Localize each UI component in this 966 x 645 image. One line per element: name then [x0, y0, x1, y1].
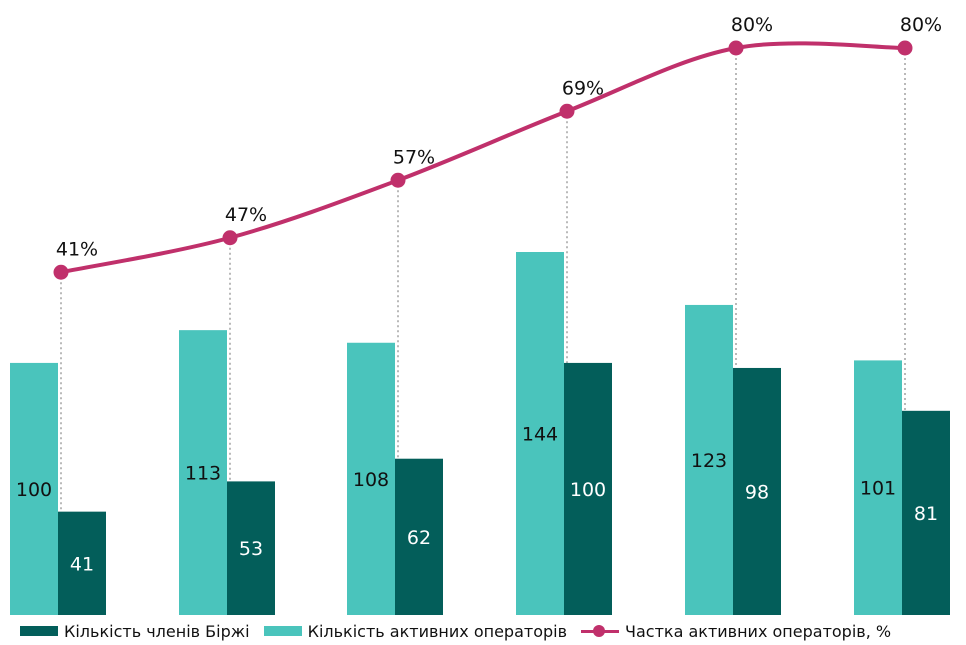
- share-point-label: 80%: [731, 14, 773, 36]
- bar-label-members: 62: [407, 527, 431, 549]
- legend-swatch-active: [263, 626, 302, 636]
- bar-exchange-members: [58, 511, 106, 615]
- bar-label-active: 113: [185, 463, 221, 485]
- legend-item-members: Кількість членів Біржі: [20, 622, 250, 641]
- bar-active-operators: [516, 252, 564, 615]
- share-line-group: 41% 47% 57% 69% 80% 80%: [53, 14, 942, 280]
- bar-active-operators: [854, 360, 902, 615]
- share-point: [222, 230, 238, 246]
- bar-label-active: 123: [691, 450, 727, 472]
- bar-active-operators: [10, 362, 58, 615]
- bar-exchange-members: [395, 458, 443, 615]
- legend-swatch-share: [581, 625, 620, 637]
- bar-label-members: 53: [239, 538, 263, 560]
- bars-group: [10, 252, 950, 615]
- legend-label-active: Кількість активних операторів: [307, 621, 568, 641]
- bar-active-operators: [685, 304, 733, 615]
- bar-exchange-members: [227, 481, 275, 615]
- share-point: [53, 264, 69, 280]
- bar-exchange-members: [564, 362, 612, 615]
- share-point: [728, 40, 744, 56]
- bar-label-active: 108: [353, 469, 389, 491]
- legend-item-share: Частка активних операторів, %: [581, 622, 891, 641]
- bar-labels-group: 100 41 113 53 108 62 144 100 123 98 101 81: [16, 424, 938, 576]
- share-point: [390, 172, 406, 188]
- share-point: [897, 40, 913, 56]
- share-line: [60, 41, 906, 275]
- legend-swatch-members: [20, 626, 58, 636]
- bar-active-operators: [347, 342, 395, 615]
- bar-label-active: 101: [860, 478, 896, 500]
- bar-label-active: 144: [522, 424, 558, 446]
- bar-label-members: 98: [745, 481, 769, 503]
- share-point-label: 57%: [393, 146, 435, 168]
- bar-label-active: 100: [16, 479, 52, 501]
- share-point-label: 69%: [562, 77, 604, 99]
- bar-label-members: 100: [570, 479, 606, 501]
- share-point-label: 80%: [900, 14, 942, 36]
- legend-label-members: Кількість членів Біржі: [64, 621, 250, 641]
- bar-label-members: 81: [914, 503, 938, 525]
- bar-label-members: 41: [70, 553, 94, 575]
- share-point-label: 47%: [225, 204, 267, 226]
- legend: Кількість членів Біржі Кількість активни…: [0, 619, 966, 643]
- legend-label-share: Частка активних операторів, %: [625, 621, 892, 641]
- bar-active-operators: [179, 330, 227, 615]
- bar-exchange-members: [902, 410, 950, 615]
- bar-exchange-members: [733, 367, 781, 615]
- share-point-label: 41%: [56, 238, 98, 260]
- legend-item-active: Кількість активних операторів: [263, 621, 568, 641]
- share-point: [559, 103, 575, 119]
